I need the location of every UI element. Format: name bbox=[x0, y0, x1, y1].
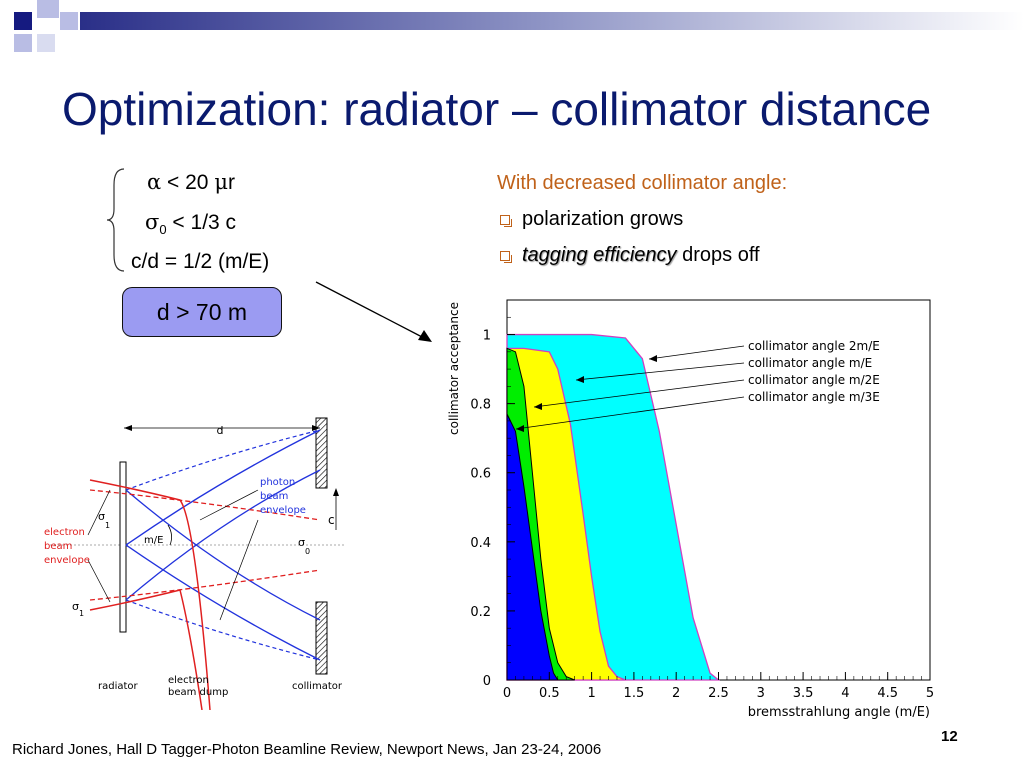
sigma-left-label: σ1 bbox=[72, 600, 84, 618]
beam-geometry-diagram: d c m/E σ1 σ0 σ1 photon beam envelope el… bbox=[44, 417, 345, 710]
x-tick-label: 5 bbox=[926, 686, 934, 701]
condition-sigma: σ0 < 1/3 c bbox=[145, 210, 236, 237]
sigma1-label: σ1 bbox=[98, 510, 110, 530]
legend-arrowhead bbox=[534, 403, 542, 410]
sigma-symbol: σ bbox=[145, 210, 160, 234]
x-tick-label: 0 bbox=[503, 686, 511, 701]
dump-label: electron beam dump bbox=[168, 675, 228, 698]
condition-cd: c/d = 1/2 (m/E) bbox=[131, 250, 270, 273]
page-title: Optimization: radiator – collimator dist… bbox=[62, 83, 932, 135]
legend-label: collimator angle m/3E bbox=[748, 390, 880, 404]
legend-pointer bbox=[533, 379, 745, 408]
bullet-tagging-em: tagging efficiency bbox=[522, 244, 677, 266]
y-tick-label: 0.2 bbox=[470, 605, 491, 620]
legend-pointer bbox=[515, 396, 745, 430]
x-tick-label: 4 bbox=[841, 686, 849, 701]
alpha-text-a: < 20 bbox=[161, 171, 215, 194]
x-tick-label: 3 bbox=[757, 686, 765, 701]
c-label: c bbox=[328, 513, 335, 527]
legend-arrowhead bbox=[576, 376, 584, 383]
legend-arrowhead bbox=[649, 355, 657, 362]
deco-square-light bbox=[37, 0, 59, 18]
footer-text: Richard Jones, Hall D Tagger-Photon Beam… bbox=[12, 741, 602, 758]
header-decoration bbox=[0, 0, 1024, 62]
y-tick-label: 0.6 bbox=[470, 467, 491, 482]
radiator-plate bbox=[119, 461, 127, 633]
electron-label: electron beam envelope bbox=[44, 527, 90, 566]
x-tick-label: 1.5 bbox=[624, 686, 645, 701]
y-tick-label: 0 bbox=[483, 674, 491, 689]
sigma-text: < 1/3 c bbox=[166, 211, 237, 234]
collimator-upper-block bbox=[315, 417, 328, 489]
conditions-brace bbox=[106, 168, 125, 272]
result-box: d > 70 m bbox=[122, 287, 282, 337]
bullet-polarization: polarization grows bbox=[500, 208, 683, 231]
bullet-marker-icon bbox=[500, 214, 512, 227]
radiator-label: radiator bbox=[98, 681, 139, 692]
pointer-arrow bbox=[315, 281, 432, 342]
bullet-tagging: tagging efficiency drops off bbox=[500, 244, 760, 267]
x-tick-label: 3.5 bbox=[793, 686, 814, 701]
bullet-polarization-text: polarization grows bbox=[522, 208, 684, 230]
sigma0-label: σ0 bbox=[298, 536, 310, 556]
deco-square-dark bbox=[14, 12, 32, 30]
x-tick-label: 2 bbox=[672, 686, 680, 701]
mu-symbol: μ bbox=[214, 170, 228, 194]
header-gradient-bar bbox=[80, 12, 1024, 30]
deco-square-light bbox=[37, 34, 55, 52]
sigma-subscript: 0 bbox=[159, 222, 167, 238]
bullet-tagging-rest: drops off bbox=[676, 244, 760, 266]
x-tick-label: 0.5 bbox=[539, 686, 560, 701]
y-tick-label: 1 bbox=[483, 329, 491, 344]
x-tick-label: 4.5 bbox=[877, 686, 898, 701]
collimator-label: collimator bbox=[292, 681, 343, 692]
y-tick-label: 0.4 bbox=[470, 536, 491, 551]
legend-pointer bbox=[648, 345, 745, 360]
acceptance-chart: 0 0.5 1 1.5 2 2.5 3 3.5 4 4.5 5 0 0.2 0.4 0.6 0.8 1 colli… bbox=[447, 299, 934, 720]
legend-arrowhead bbox=[516, 425, 524, 432]
bullet-marker-icon bbox=[500, 250, 512, 263]
series-area-3 bbox=[506, 413, 559, 681]
deco-square-light bbox=[14, 34, 32, 52]
alpha-text-b: r bbox=[227, 171, 235, 194]
page-number: 12 bbox=[941, 728, 958, 745]
alpha-symbol: α bbox=[147, 170, 162, 194]
legend-label: collimator angle m/2E bbox=[748, 373, 880, 387]
legend-label: collimator angle 2m/E bbox=[748, 339, 880, 353]
x-axis-label: bremsstrahlung angle (m/E) bbox=[748, 705, 930, 720]
condition-alpha: α < 20 μr bbox=[147, 170, 235, 195]
angle-label: m/E bbox=[144, 535, 163, 546]
legend-label: collimator angle m/E bbox=[748, 356, 872, 370]
y-axis-label: collimator acceptance bbox=[447, 302, 461, 435]
x-tick-label: 2.5 bbox=[708, 686, 729, 701]
collimator-lower-block bbox=[315, 601, 328, 675]
right-panel-heading: With decreased collimator angle: bbox=[497, 172, 788, 194]
d-label: d bbox=[217, 424, 224, 437]
x-tick-label: 1 bbox=[587, 686, 595, 701]
deco-square-light bbox=[60, 12, 78, 30]
y-tick-label: 0.8 bbox=[470, 398, 491, 413]
photon-label: photon beam envelope bbox=[260, 477, 306, 516]
legend-pointer bbox=[575, 362, 745, 381]
